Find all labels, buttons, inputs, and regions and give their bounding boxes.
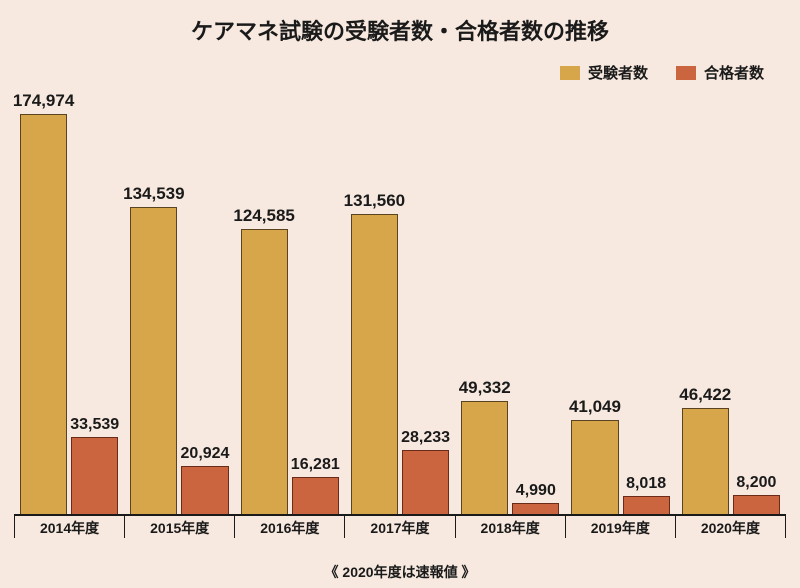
bar-passers: 33,539 — [71, 437, 118, 514]
x-axis-labels: 2014年度2015年度2016年度2017年度2018年度2019年度2020… — [14, 516, 786, 538]
bar-value-label: 28,233 — [401, 429, 450, 447]
x-axis-label: 2016年度 — [234, 516, 344, 538]
bar-value-label: 41,049 — [569, 397, 621, 417]
bar-passers: 8,018 — [623, 496, 670, 514]
bar-value-label: 49,332 — [459, 378, 511, 398]
bar-groups: 174,97433,539134,53920,924124,58516,2811… — [14, 80, 786, 514]
x-axis-label: 2019年度 — [565, 516, 675, 538]
legend-swatch-applicants — [560, 66, 580, 80]
bar-passers: 8,200 — [733, 495, 780, 514]
bar-applicants: 174,974 — [20, 114, 67, 514]
bar-group: 46,4228,200 — [676, 80, 786, 514]
bar-group: 124,58516,281 — [235, 80, 345, 514]
x-axis-label: 2014年度 — [14, 516, 124, 538]
bar-group: 174,97433,539 — [14, 80, 124, 514]
bar-value-label: 131,560 — [344, 191, 405, 211]
bar-passers: 28,233 — [402, 450, 449, 514]
legend-swatch-passers — [676, 66, 696, 80]
bar-applicants: 46,422 — [682, 408, 729, 514]
bar-value-label: 4,990 — [516, 482, 556, 500]
x-axis-label: 2015年度 — [124, 516, 234, 538]
bar-value-label: 134,539 — [123, 184, 184, 204]
bar-value-label: 174,974 — [13, 91, 74, 111]
bar-passers: 16,281 — [292, 477, 339, 514]
plot-area: 174,97433,539134,53920,924124,58516,2811… — [14, 80, 786, 516]
x-axis-label: 2020年度 — [675, 516, 786, 538]
bar-group: 131,56028,233 — [345, 80, 455, 514]
chart-footnote: 《 2020年度は速報値 》 — [0, 562, 800, 582]
chart-area: 174,97433,539134,53920,924124,58516,2811… — [14, 80, 786, 538]
x-axis-label: 2017年度 — [344, 516, 454, 538]
x-axis-label: 2018年度 — [455, 516, 565, 538]
bar-applicants: 131,560 — [351, 214, 398, 515]
bar-group: 41,049 8,018 — [565, 80, 675, 514]
bar-group: 49,332 4,990 — [455, 80, 565, 514]
bar-applicants: 41,049 — [571, 420, 618, 514]
bar-applicants: 49,332 — [461, 401, 508, 514]
bar-value-label: 20,924 — [181, 445, 230, 463]
bar-passers: 4,990 — [512, 503, 559, 514]
bar-value-label: 33,539 — [70, 416, 119, 434]
bar-value-label: 8,200 — [736, 474, 776, 492]
bar-passers: 20,924 — [181, 466, 228, 514]
bar-value-label: 124,585 — [233, 206, 294, 226]
bar-applicants: 134,539 — [130, 207, 177, 514]
bar-value-label: 46,422 — [679, 385, 731, 405]
bar-value-label: 16,281 — [291, 456, 340, 474]
bar-group: 134,53920,924 — [124, 80, 234, 514]
bar-value-label: 8,018 — [626, 475, 666, 493]
chart-title: ケアマネ試験の受験者数・合格者数の推移 — [0, 14, 800, 46]
bar-applicants: 124,585 — [241, 229, 288, 514]
